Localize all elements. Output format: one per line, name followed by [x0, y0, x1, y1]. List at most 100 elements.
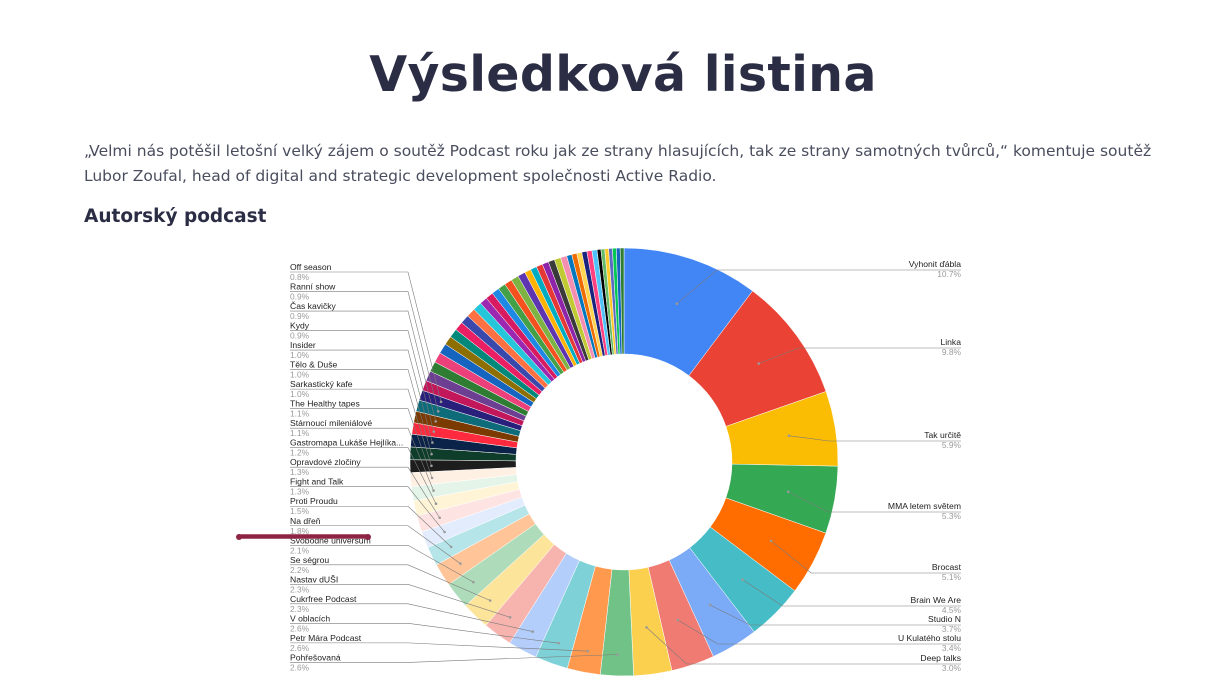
- leader-dot: [787, 434, 791, 438]
- slice-label-name: Pohřešovaná: [290, 652, 341, 662]
- slice-label-name: V oblacích: [290, 613, 330, 623]
- leader-lines: [290, 269, 961, 665]
- slice-label-name: Deep talks: [920, 653, 961, 663]
- leader-line: [290, 486, 445, 533]
- slice-label-percent: 1.8%: [290, 526, 310, 536]
- leader-dot: [434, 420, 438, 423]
- leader-dot: [443, 530, 446, 534]
- slice-label-percent: 2.3%: [290, 584, 310, 594]
- slice-label-name: Na dřeň: [290, 516, 321, 526]
- leader-dot: [430, 464, 433, 468]
- slice-label-percent: 5.1%: [942, 572, 962, 582]
- slice-label-name: Proti Proudu: [290, 496, 338, 506]
- leader-line: [709, 604, 961, 626]
- leader-line: [742, 579, 961, 607]
- slice-label-name: U Kulatého stolu: [898, 633, 961, 643]
- leader-dot: [432, 430, 436, 433]
- leader-line: [290, 369, 432, 455]
- slice-label-percent: 1.3%: [290, 487, 310, 497]
- section-title: Autorský podcast: [84, 206, 267, 227]
- slice-label-name: Se ségrou: [290, 555, 329, 565]
- slice-label-percent: 1.5%: [290, 506, 310, 516]
- slice-label-name: Gastromapa Lukáše Hejlíka...: [290, 438, 403, 448]
- leader-line: [290, 349, 433, 443]
- slice-label-name: Off season: [290, 262, 332, 272]
- leader-dot: [616, 653, 619, 656]
- slice-label-name: Linka: [940, 337, 961, 347]
- leader-line: [290, 427, 434, 491]
- slice-label-percent: 1.1%: [290, 428, 310, 438]
- leader-dot: [449, 545, 453, 549]
- leader-dot: [741, 578, 744, 581]
- leader-line: [290, 654, 618, 663]
- leader-dot: [675, 302, 679, 305]
- slice-label-name: Stárnoucí mileniálové: [290, 418, 372, 428]
- leader-dot: [757, 362, 761, 365]
- leader-line: [290, 466, 440, 518]
- slice-label-percent: 2.6%: [290, 643, 310, 653]
- page-title: Výsledková listina: [369, 46, 877, 103]
- slice-label-percent: 1.2%: [290, 448, 310, 458]
- slice-label-name: Brain We Are: [911, 595, 962, 605]
- leader-line: [788, 491, 961, 513]
- slice-label-name: Opravdové zločiny: [290, 457, 361, 467]
- leader-line: [290, 544, 474, 583]
- leader-dot: [508, 616, 512, 619]
- slice-label-percent: 2.1%: [290, 545, 310, 555]
- leader-line: [646, 627, 961, 665]
- highlight-marker: [236, 534, 371, 540]
- leader-line: [677, 619, 961, 645]
- leader-line: [290, 447, 437, 504]
- leader-dot: [459, 562, 462, 565]
- slice-label-name: Studio N: [928, 614, 961, 624]
- leader-dot: [439, 400, 443, 404]
- leader-line: [290, 408, 433, 479]
- leader-line: [290, 584, 511, 618]
- leader-line: [290, 525, 461, 564]
- slice-label-name: Petr Mára Podcast: [290, 633, 362, 643]
- leader-line: [290, 388, 432, 466]
- slice-label-percent: 2.3%: [290, 604, 310, 614]
- leader-line: [290, 330, 435, 432]
- intro-paragraph: „Velmi nás potěšil letošní velký zájem o…: [84, 142, 1152, 185]
- slice-label-percent: 2.6%: [290, 623, 310, 633]
- leader-dot: [769, 539, 773, 543]
- leader-dot: [531, 630, 534, 633]
- leader-dot: [586, 649, 589, 653]
- slice-label-percent: 1.0%: [290, 350, 310, 360]
- slice-label-percent: 2.6%: [290, 662, 310, 672]
- slice-label-name: Sarkastický kafe: [290, 379, 353, 389]
- slice-label-name: Brocast: [932, 562, 962, 572]
- slice-label-name: Nastav dUŠI: [290, 574, 338, 584]
- pie-slice-unlabeled-67: [619, 247, 625, 355]
- leader-dot: [645, 626, 648, 629]
- leader-dot: [430, 452, 433, 456]
- slice-label-name: Kydy: [290, 321, 310, 331]
- slice-label-name: Cukrfree Podcast: [290, 594, 357, 604]
- leader-line: [290, 505, 452, 548]
- slice-label-percent: 3.0%: [942, 663, 962, 673]
- slice-label-percent: 0.9%: [290, 292, 310, 302]
- leader-line: [758, 347, 961, 364]
- slice-label-percent: 3.4%: [942, 643, 962, 653]
- leader-dot: [430, 476, 434, 480]
- leader-dot: [676, 618, 680, 622]
- slice-label-name: Ranní show: [290, 282, 336, 292]
- slice-label-percent: 1.3%: [290, 467, 310, 477]
- slice-label-percent: 9.8%: [942, 347, 962, 357]
- slice-label-percent: 1.0%: [290, 370, 310, 380]
- leader-line: [770, 540, 961, 574]
- slice-label-percent: 0.9%: [290, 331, 310, 341]
- slice-label-name: Čas kavičky: [290, 301, 337, 311]
- leader-line: [788, 435, 961, 442]
- leader-dot: [438, 516, 441, 520]
- leader-line: [290, 564, 491, 601]
- slice-label-name: MMA letem světem: [888, 501, 961, 511]
- slice-label-percent: 0.9%: [290, 311, 310, 321]
- slice-label-percent: 4.5%: [942, 605, 962, 615]
- slice-label-percent: 1.0%: [290, 389, 310, 399]
- leader-dot: [472, 580, 475, 584]
- leader-line: [676, 269, 961, 304]
- slice-label-name: Insider: [290, 340, 316, 350]
